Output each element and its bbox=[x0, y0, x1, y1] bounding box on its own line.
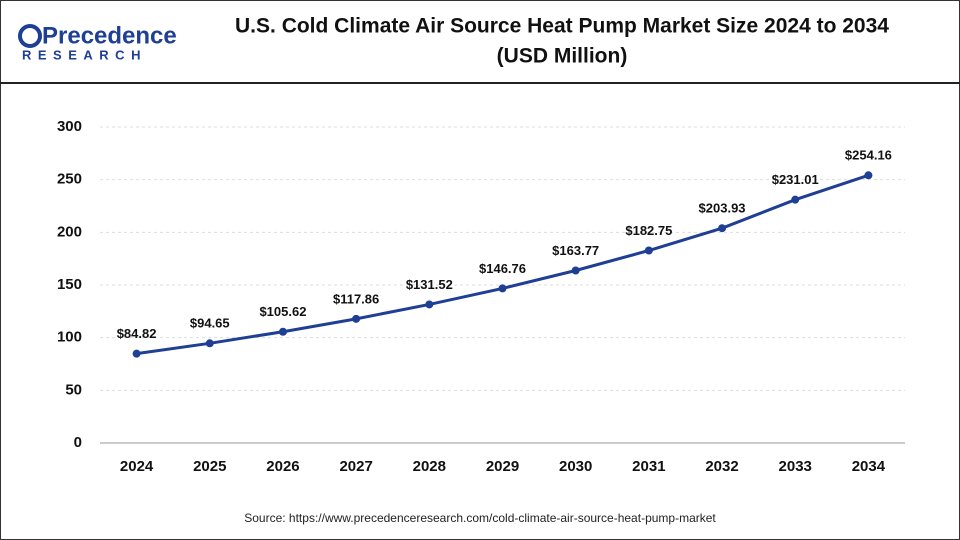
point bbox=[278, 327, 287, 336]
point bbox=[791, 195, 800, 204]
data-label: $231.01 bbox=[772, 172, 819, 187]
x-tick-label: 2034 bbox=[852, 458, 886, 475]
data-label: $163.77 bbox=[552, 243, 599, 258]
point bbox=[498, 284, 507, 293]
data-label: $131.52 bbox=[406, 277, 453, 292]
y-tick-label: 300 bbox=[57, 118, 82, 135]
data-label: $182.75 bbox=[625, 223, 672, 238]
x-tick-label: 2024 bbox=[120, 458, 154, 475]
x-tick-label: 2028 bbox=[413, 458, 446, 475]
x-tick-label: 2033 bbox=[779, 458, 812, 475]
point bbox=[352, 314, 361, 323]
chart-title: (USD Million) bbox=[497, 45, 628, 68]
x-tick-label: 2030 bbox=[559, 458, 592, 475]
x-tick-label: 2032 bbox=[705, 458, 738, 475]
point bbox=[425, 300, 434, 309]
data-label: $105.62 bbox=[259, 304, 306, 319]
data-label: $203.93 bbox=[699, 201, 746, 216]
y-tick-label: 200 bbox=[57, 223, 82, 240]
y-tick-label: 250 bbox=[57, 171, 82, 188]
point bbox=[718, 224, 727, 233]
source-note: Source: https://www.precedenceresearch.c… bbox=[244, 511, 716, 525]
x-tick-label: 2025 bbox=[193, 458, 226, 475]
point bbox=[864, 171, 873, 180]
logo: Precedence RESEARCH bbox=[18, 22, 177, 62]
logo-tagline: RESEARCH bbox=[22, 47, 147, 62]
y-tick-label: 50 bbox=[65, 381, 82, 398]
data-label: $254.16 bbox=[845, 148, 892, 163]
data-label: $117.86 bbox=[333, 291, 379, 306]
x-tick-label: 2027 bbox=[339, 458, 372, 475]
data-label: $84.82 bbox=[117, 326, 157, 341]
point bbox=[205, 339, 214, 348]
logo-icon bbox=[18, 24, 42, 48]
y-tick-label: 150 bbox=[57, 276, 82, 293]
point bbox=[644, 246, 653, 255]
x-tick-label: 2029 bbox=[486, 458, 519, 475]
logo-name: Precedence bbox=[42, 22, 177, 49]
y-tick-label: 100 bbox=[57, 329, 82, 346]
point bbox=[571, 266, 580, 275]
point bbox=[132, 349, 141, 358]
chart-title: U.S. Cold Climate Air Source Heat Pump M… bbox=[235, 15, 889, 38]
y-tick-label: 0 bbox=[74, 434, 82, 451]
x-tick-label: 2031 bbox=[632, 458, 665, 475]
x-tick-label: 2026 bbox=[266, 458, 299, 475]
data-label: $94.65 bbox=[190, 316, 230, 331]
data-label: $146.76 bbox=[479, 261, 526, 276]
